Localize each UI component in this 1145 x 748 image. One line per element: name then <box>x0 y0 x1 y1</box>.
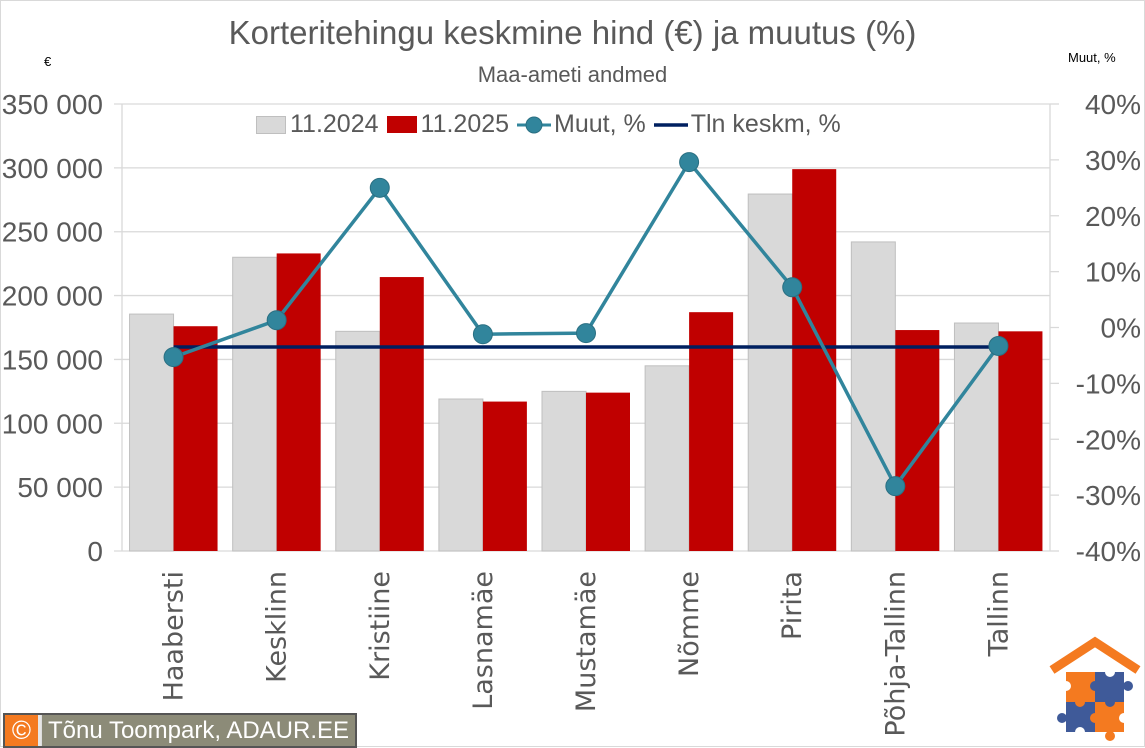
chart-legend: 11.2024 11.2025 Muut, % Tln keskm, % <box>256 110 849 139</box>
bar-2025 <box>586 392 630 551</box>
legend-item-2025: 11.2025 <box>386 110 510 139</box>
change-line-series <box>163 152 1009 497</box>
legend-item-change: Muut, % <box>517 110 646 139</box>
right-axis-tick-label: 10% <box>1085 257 1141 288</box>
bar-series <box>129 169 1043 552</box>
left-axis-ticks: 0 50 000 100 000 150 000 200 000 250 000 300 0… <box>2 89 103 567</box>
category-label: Nõmme <box>674 571 705 677</box>
copyright-icon: © <box>5 715 41 746</box>
house-puzzle-logo-icon <box>1049 636 1141 741</box>
category-label: Tallinn <box>983 571 1014 657</box>
left-axis-tick-label: 0 <box>87 536 103 567</box>
left-axis-tick-label: 100 000 <box>2 408 103 439</box>
category-label: Haabersti <box>159 571 190 701</box>
right-axis-tick-label: -10% <box>1076 368 1141 399</box>
legend-label-2024: 11.2024 <box>290 110 379 138</box>
bar-2024 <box>541 390 587 552</box>
category-axis-labels: Haabersti Kesklinn Kristiine Lasnamäe Mustam… <box>159 571 1015 737</box>
right-axis-tick-label: 20% <box>1085 201 1141 232</box>
right-axis-tick-label: 0% <box>1101 313 1141 344</box>
change-marker <box>266 310 287 331</box>
category-label: Põhja-Tallinn <box>880 571 911 737</box>
change-marker <box>472 324 493 345</box>
right-axis-ticks: -40% -30% -20% -10% 0% 10% 20% 30% 40% <box>1076 89 1141 567</box>
legend-label-change: Muut, % <box>554 110 646 138</box>
bar-2024 <box>232 256 278 552</box>
left-axis-tick-label: 250 000 <box>2 217 103 248</box>
change-marker <box>885 476 906 497</box>
chart-subtitle: Maa-ameti andmed <box>477 62 668 87</box>
legend-label-2025: 11.2025 <box>420 110 510 138</box>
category-label: Kristiine <box>365 571 396 681</box>
category-label: Mustamäe <box>571 571 602 712</box>
left-axis-tick-label: 350 000 <box>2 89 103 120</box>
bar-2025 <box>689 312 734 551</box>
legend-label-avg: Tln keskm, % <box>690 110 841 138</box>
change-marker <box>369 177 390 198</box>
legend-swatch-2025 <box>386 116 417 133</box>
bar-2024 <box>335 330 381 552</box>
right-axis-tick-label: -40% <box>1076 536 1141 567</box>
left-axis-tick-label: 300 000 <box>2 153 103 184</box>
legend-line-icon <box>653 122 688 127</box>
left-axis-tick-label: 200 000 <box>2 281 103 312</box>
bar-2025 <box>379 277 424 551</box>
change-marker <box>576 323 596 344</box>
change-marker <box>782 277 803 298</box>
bar-2024 <box>438 398 484 552</box>
credit-text: Tõnu Toompark, ADAUR.EE <box>41 715 355 746</box>
right-axis-tick-label: 30% <box>1085 145 1141 176</box>
left-axis-tick-label: 150 000 <box>2 344 103 375</box>
copyright-credit: © Tõnu Toompark, ADAUR.EE <box>3 713 358 748</box>
legend-swatch-2024 <box>256 115 286 134</box>
right-axis-tick-label: 40% <box>1085 89 1141 120</box>
legend-item-2024: 11.2024 <box>256 110 379 139</box>
right-axis-tick-label: -20% <box>1076 424 1141 455</box>
change-marker <box>988 335 1009 356</box>
legend-marker-line-icon <box>517 116 552 133</box>
bar-2024 <box>953 322 999 552</box>
legend-item-avg: Tln keskm, % <box>653 110 841 139</box>
bar-2025 <box>482 401 527 551</box>
category-label: Pirita <box>777 571 808 640</box>
category-label: Kesklinn <box>262 571 293 683</box>
bar-2025 <box>998 331 1043 551</box>
bar-2024 <box>850 241 896 552</box>
bar-2025 <box>895 330 940 551</box>
chart-title: Korteritehingu keskmine hind (€) ja muut… <box>228 14 917 51</box>
right-axis-unit: Muut, % <box>1068 50 1116 65</box>
bar-2025 <box>276 253 321 551</box>
right-axis-tick-label: -30% <box>1076 480 1141 511</box>
bar-2024 <box>644 365 690 552</box>
left-axis-unit: € <box>44 54 52 69</box>
category-label: Lasnamäe <box>468 571 499 710</box>
change-marker <box>679 152 700 173</box>
left-axis-tick-label: 50 000 <box>17 472 103 503</box>
change-marker <box>163 347 184 368</box>
bar-2024 <box>747 193 793 552</box>
